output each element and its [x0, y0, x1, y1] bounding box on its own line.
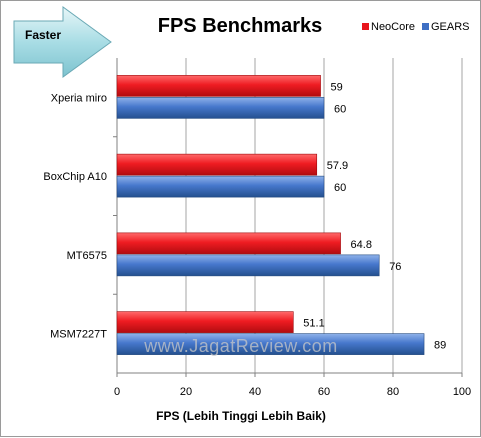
category-label: MT6575 — [67, 250, 107, 262]
value-label-neocore-3: 51.1 — [303, 318, 324, 330]
legend: NeoCore GEARS — [362, 21, 470, 33]
legend-label-neocore: NeoCore — [371, 21, 415, 33]
x-tick-label-80: 80 — [387, 386, 399, 398]
value-label-gears-2: 76 — [389, 261, 401, 273]
x-axis-title: FPS (Lebih Tinggi Lebih Baik) — [156, 409, 326, 423]
bar-gears-0 — [116, 97, 325, 119]
legend-swatch-neocore — [362, 23, 369, 30]
legend-swatch-gears — [422, 23, 429, 30]
value-label-gears-0: 60 — [334, 103, 346, 115]
value-label-neocore-1: 57.9 — [327, 160, 348, 172]
value-label-neocore-0: 59 — [331, 81, 343, 93]
x-tick-label-0: 0 — [114, 386, 120, 398]
value-label-gears-1: 60 — [334, 182, 346, 194]
value-label-gears-3: 89 — [434, 340, 446, 352]
labels: 0 20 40 60 80 100 Xperia miro 59 60 BoxChip A10 57… — [43, 81, 471, 398]
category-label: MSM7227T — [50, 329, 107, 341]
bar-gears-2 — [116, 254, 380, 277]
faster-arrow: Faster — [13, 6, 112, 78]
category-label: BoxChip A10 — [43, 171, 107, 183]
arrow-label: Faster — [25, 28, 61, 42]
x-tick-label-60: 60 — [318, 386, 330, 398]
arrow-right-icon — [13, 6, 112, 78]
x-tick-label-100: 100 — [453, 386, 471, 398]
watermark: www.JagatReview.com — [143, 336, 338, 356]
legend-label-gears: GEARS — [431, 21, 470, 33]
bar-gears-3 — [116, 333, 425, 355]
value-label-neocore-2: 64.8 — [351, 239, 372, 251]
bar-neocore-3 — [116, 311, 294, 333]
bar-neocore-1 — [116, 153, 318, 176]
bar-neocore-2 — [116, 232, 341, 255]
bars — [116, 75, 425, 355]
bar-gears-1 — [116, 175, 325, 198]
chart-title: FPS Benchmarks — [158, 15, 323, 37]
x-tick-label-20: 20 — [180, 386, 192, 398]
x-tick-label-40: 40 — [249, 386, 261, 398]
bar-neocore-0 — [116, 75, 321, 97]
category-label: Xperia miro — [51, 92, 107, 104]
